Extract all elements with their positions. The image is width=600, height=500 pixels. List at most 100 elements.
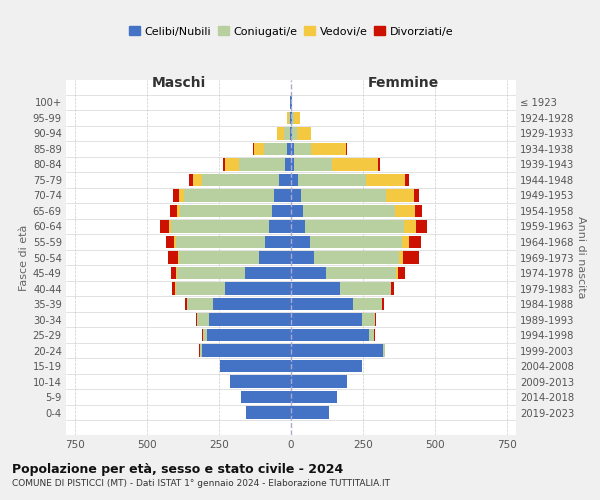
- Bar: [374, 328, 375, 342]
- Bar: [202, 174, 280, 186]
- Bar: [305, 220, 404, 233]
- Bar: [374, 313, 376, 326]
- Bar: [391, 282, 394, 295]
- Bar: [265, 236, 291, 248]
- Bar: [291, 282, 340, 295]
- Bar: [269, 220, 291, 233]
- Text: Femmine: Femmine: [368, 76, 439, 90]
- Bar: [399, 251, 403, 264]
- Bar: [291, 328, 369, 342]
- Bar: [224, 282, 291, 295]
- Bar: [176, 282, 224, 295]
- Bar: [202, 344, 291, 357]
- Bar: [259, 251, 291, 264]
- Bar: [353, 298, 382, 310]
- Bar: [285, 158, 291, 171]
- Bar: [291, 236, 310, 248]
- Bar: [274, 189, 291, 202]
- Bar: [180, 204, 272, 218]
- Bar: [263, 142, 287, 156]
- Bar: [280, 174, 291, 186]
- Bar: [241, 390, 291, 404]
- Bar: [291, 298, 353, 310]
- Bar: [301, 189, 386, 202]
- Bar: [291, 406, 329, 419]
- Text: Maschi: Maschi: [151, 76, 206, 90]
- Bar: [291, 204, 302, 218]
- Bar: [290, 112, 291, 124]
- Bar: [291, 189, 301, 202]
- Bar: [292, 127, 297, 140]
- Bar: [405, 174, 409, 186]
- Bar: [294, 142, 311, 156]
- Bar: [272, 204, 291, 218]
- Bar: [185, 298, 187, 310]
- Bar: [213, 298, 291, 310]
- Bar: [291, 375, 347, 388]
- Bar: [253, 142, 254, 156]
- Bar: [291, 313, 362, 326]
- Bar: [398, 266, 405, 280]
- Bar: [311, 142, 346, 156]
- Bar: [197, 313, 209, 326]
- Bar: [178, 251, 179, 264]
- Legend: Celibi/Nubili, Coniugati/e, Vedovi/e, Divorziati/e: Celibi/Nubili, Coniugati/e, Vedovi/e, Di…: [124, 22, 458, 41]
- Bar: [409, 236, 421, 248]
- Bar: [291, 390, 337, 404]
- Bar: [202, 328, 203, 342]
- Bar: [386, 189, 413, 202]
- Bar: [223, 158, 224, 171]
- Bar: [169, 220, 171, 233]
- Y-axis label: Anni di nascita: Anni di nascita: [576, 216, 586, 298]
- Bar: [177, 266, 245, 280]
- Bar: [254, 142, 263, 156]
- Bar: [176, 236, 265, 248]
- Bar: [402, 236, 409, 248]
- Bar: [291, 158, 295, 171]
- Bar: [291, 174, 298, 186]
- Bar: [196, 313, 197, 326]
- Bar: [171, 220, 269, 233]
- Bar: [332, 158, 378, 171]
- Bar: [287, 142, 291, 156]
- Bar: [239, 158, 285, 171]
- Bar: [174, 236, 176, 248]
- Bar: [302, 204, 395, 218]
- Bar: [160, 220, 169, 233]
- Bar: [289, 112, 290, 124]
- Bar: [298, 174, 366, 186]
- Bar: [179, 251, 259, 264]
- Bar: [179, 189, 184, 202]
- Bar: [173, 189, 179, 202]
- Bar: [382, 298, 385, 310]
- Bar: [193, 174, 202, 186]
- Bar: [277, 127, 284, 140]
- Bar: [291, 142, 294, 156]
- Bar: [346, 142, 347, 156]
- Bar: [383, 344, 385, 357]
- Bar: [369, 328, 374, 342]
- Y-axis label: Fasce di età: Fasce di età: [19, 224, 29, 290]
- Bar: [284, 127, 290, 140]
- Bar: [291, 344, 383, 357]
- Bar: [297, 127, 311, 140]
- Bar: [246, 406, 291, 419]
- Bar: [200, 344, 202, 357]
- Bar: [287, 112, 289, 124]
- Bar: [292, 112, 294, 124]
- Bar: [291, 360, 362, 372]
- Bar: [171, 266, 176, 280]
- Bar: [291, 112, 292, 124]
- Bar: [167, 251, 178, 264]
- Bar: [295, 158, 332, 171]
- Bar: [404, 220, 416, 233]
- Bar: [403, 251, 419, 264]
- Bar: [224, 158, 239, 171]
- Bar: [187, 298, 213, 310]
- Bar: [326, 266, 396, 280]
- Bar: [290, 127, 291, 140]
- Bar: [184, 189, 274, 202]
- Bar: [366, 174, 405, 186]
- Bar: [230, 375, 291, 388]
- Bar: [220, 360, 291, 372]
